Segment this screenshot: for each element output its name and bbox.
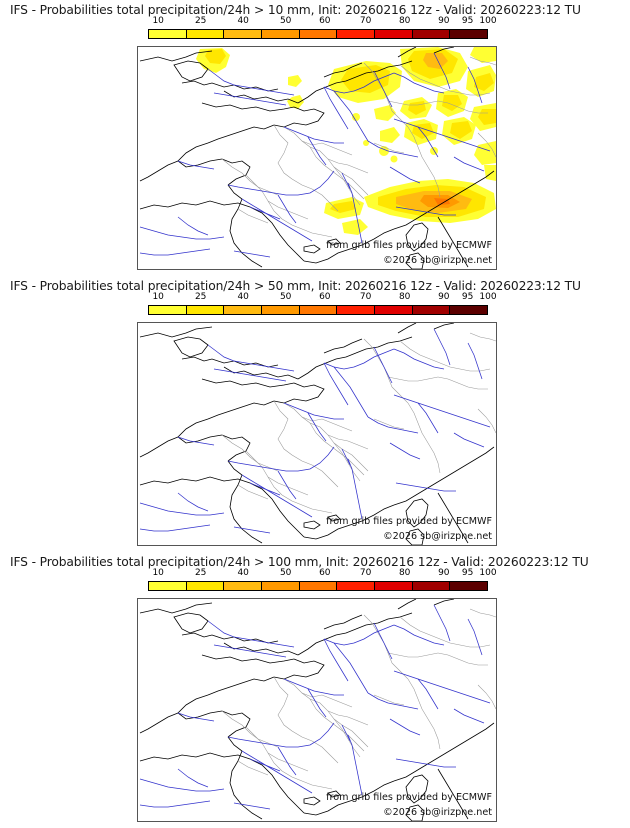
precip-field xyxy=(196,47,496,235)
colorbar-tick: 25 xyxy=(194,568,207,578)
admin-borders xyxy=(221,608,496,790)
colorbar-tick: 80 xyxy=(398,292,411,302)
colorbar-tick: 10 xyxy=(152,292,164,302)
colorbar-segment xyxy=(186,306,225,314)
colorbar-segment xyxy=(337,306,376,314)
colorbar-gradient xyxy=(148,581,488,591)
colorbar-tick: 50 xyxy=(279,292,292,302)
colorbar-ticks: 10 25 40 50 60 70 80 90 95 100 xyxy=(148,16,496,28)
colorbar-tick: 70 xyxy=(359,292,372,302)
map-credit-copyright: ©2026 sb@irizpne.net xyxy=(383,807,492,818)
rivers xyxy=(139,604,491,810)
panel-title: IFS - Probabilities total precipitation/… xyxy=(10,3,581,17)
colorbar-tick: 90 xyxy=(438,292,450,302)
colorbar-tick: 25 xyxy=(194,292,207,302)
map-credit-source: from grib files provided by ECMWF xyxy=(326,516,492,527)
colorbar-tick: 80 xyxy=(398,568,411,578)
panel-10mm: IFS - Probabilities total precipitation/… xyxy=(0,0,630,276)
colorbar-segment xyxy=(262,582,300,590)
colorbar-gradient xyxy=(148,29,488,39)
colorbar-tick: 40 xyxy=(237,16,249,26)
map-canvas xyxy=(139,599,496,821)
rivers xyxy=(139,328,491,534)
colorbar-tick: 80 xyxy=(398,16,411,26)
colorbar-segment xyxy=(262,30,300,38)
panel-title: IFS - Probabilities total precipitation/… xyxy=(10,555,589,569)
colorbar-tick: 25 xyxy=(194,16,207,26)
colorbar-tick: 100 xyxy=(479,16,497,26)
colorbar-segment xyxy=(450,306,488,314)
map-50mm: from grib files provided by ECMWF ©2026 … xyxy=(137,322,497,546)
colorbar-segment xyxy=(149,306,187,314)
map-credit-source: from grib files provided by ECMWF xyxy=(326,792,492,803)
coastlines xyxy=(139,599,495,821)
colorbar-tick: 95 xyxy=(461,568,474,578)
colorbar-tick: 60 xyxy=(319,16,331,26)
map-credit-copyright: ©2026 sb@irizpne.net xyxy=(383,531,492,542)
colorbar-segment xyxy=(375,30,413,38)
colorbar-tick: 50 xyxy=(279,568,292,578)
colorbar-tick: 60 xyxy=(319,292,331,302)
colorbar-tick: 40 xyxy=(237,292,249,302)
colorbar-segment xyxy=(186,30,225,38)
coastlines xyxy=(139,47,495,269)
colorbar-segment xyxy=(375,582,413,590)
map-credit-source: from grib files provided by ECMWF xyxy=(326,240,492,251)
map-canvas xyxy=(139,323,496,545)
colorbar-segment xyxy=(450,30,488,38)
colorbar-segment xyxy=(224,582,263,590)
admin-borders xyxy=(221,332,496,514)
colorbar-100mm: 10 25 40 50 60 70 80 90 95 100 xyxy=(148,568,497,592)
map-10mm: from grib files provided by ECMWF ©2026 … xyxy=(137,46,497,270)
map-100mm: from grib files provided by ECMWF ©2026 … xyxy=(137,598,497,822)
colorbar-tick: 95 xyxy=(461,292,474,302)
colorbar-10mm: 10 25 40 50 60 70 80 90 95 100 xyxy=(148,16,497,40)
colorbar-segment xyxy=(337,30,376,38)
colorbar-segment xyxy=(412,30,451,38)
colorbar-tick: 90 xyxy=(438,16,450,26)
colorbar-50mm: 10 25 40 50 60 70 80 90 95 100 xyxy=(148,292,497,316)
colorbar-segment xyxy=(224,306,263,314)
colorbar-segment xyxy=(186,582,225,590)
colorbar-segment xyxy=(299,30,338,38)
panel-100mm: IFS - Probabilities total precipitation/… xyxy=(0,552,630,828)
colorbar-tick: 90 xyxy=(438,568,450,578)
colorbar-ticks: 10 25 40 50 60 70 80 90 95 100 xyxy=(148,292,496,304)
panel-title: IFS - Probabilities total precipitation/… xyxy=(10,279,581,293)
colorbar-segment xyxy=(149,30,187,38)
colorbar-tick: 100 xyxy=(479,292,497,302)
colorbar-tick: 70 xyxy=(359,16,372,26)
colorbar-segment xyxy=(337,582,376,590)
colorbar-gradient xyxy=(148,305,488,315)
colorbar-segment xyxy=(412,306,451,314)
rivers xyxy=(139,52,491,258)
colorbar-tick: 10 xyxy=(152,568,164,578)
colorbar-segment xyxy=(412,582,451,590)
colorbar-tick: 40 xyxy=(237,568,249,578)
colorbar-segment xyxy=(450,582,488,590)
colorbar-segment xyxy=(299,582,338,590)
panel-50mm: IFS - Probabilities total precipitation/… xyxy=(0,276,630,552)
colorbar-segment xyxy=(299,306,338,314)
colorbar-tick: 50 xyxy=(279,16,292,26)
colorbar-tick: 100 xyxy=(479,568,497,578)
map-credit-copyright: ©2026 sb@irizpne.net xyxy=(383,255,492,266)
colorbar-tick: 10 xyxy=(152,16,164,26)
colorbar-tick: 70 xyxy=(359,568,372,578)
colorbar-segment xyxy=(262,306,300,314)
colorbar-segment xyxy=(224,30,263,38)
map-canvas xyxy=(139,47,496,269)
colorbar-segment xyxy=(149,582,187,590)
colorbar-segment xyxy=(375,306,413,314)
colorbar-tick: 60 xyxy=(319,568,331,578)
colorbar-ticks: 10 25 40 50 60 70 80 90 95 100 xyxy=(148,568,496,580)
colorbar-tick: 95 xyxy=(461,16,474,26)
coastlines xyxy=(139,323,495,545)
